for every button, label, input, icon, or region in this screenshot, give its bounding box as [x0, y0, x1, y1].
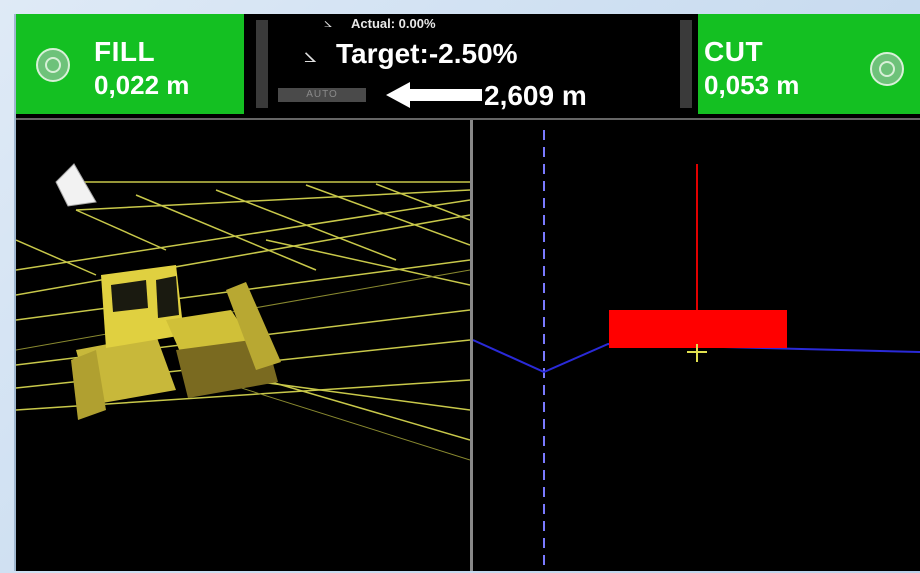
fill-value: 0,022 m — [94, 70, 190, 100]
auto-button[interactable]: AUTO — [278, 88, 366, 102]
left-side-strip — [256, 20, 268, 108]
right-side-strip — [680, 20, 692, 108]
blade-marker — [609, 310, 787, 348]
fill-panel[interactable]: FILL 0,022 m — [16, 14, 244, 114]
cut-label: CUT — [704, 36, 764, 67]
dozer-model — [71, 265, 281, 420]
machine-guidance-screen: FILL 0,022 m ⦣ Actual: 0.00% ⦣ Target:-2… — [14, 14, 920, 571]
north-marker — [55, 163, 97, 207]
arrow-shaft — [408, 89, 482, 101]
slope-icon: ⦣ — [304, 42, 317, 67]
distance-value: 2,609 m — [484, 80, 587, 111]
target-icon — [36, 48, 70, 82]
fill-label: FILL — [94, 36, 156, 67]
cross-section-view[interactable] — [473, 120, 920, 571]
target-icon — [870, 52, 904, 86]
actual-grade: Actual: 0.00% — [351, 16, 436, 31]
target-grade: Target:-2.50% — [336, 38, 518, 69]
3d-plan-view[interactable] — [16, 120, 470, 571]
top-bar-divider — [16, 118, 920, 120]
arrow-left-icon — [386, 82, 410, 108]
slope-icon: ⦣ — [324, 14, 333, 30]
top-bar: FILL 0,022 m ⦣ Actual: 0.00% ⦣ Target:-2… — [16, 14, 920, 118]
cut-value: 0,053 m — [704, 70, 800, 100]
view-divider — [470, 120, 473, 571]
cut-panel[interactable]: CUT 0,053 m — [698, 14, 920, 114]
grade-info: ⦣ Actual: 0.00% ⦣ Target:-2.50% AUTO 2,6… — [256, 14, 692, 114]
